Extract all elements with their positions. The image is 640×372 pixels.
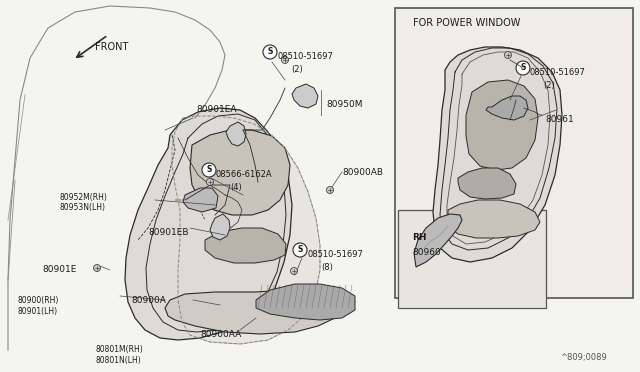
Text: (4): (4) bbox=[230, 183, 242, 192]
Text: 80900(RH): 80900(RH) bbox=[18, 296, 60, 305]
Text: 80900AA: 80900AA bbox=[200, 330, 241, 339]
Circle shape bbox=[202, 163, 216, 177]
Bar bbox=[398, 210, 546, 308]
Text: FOR POWER WINDOW: FOR POWER WINDOW bbox=[413, 18, 520, 28]
Text: S: S bbox=[298, 246, 303, 254]
Text: (2): (2) bbox=[543, 81, 555, 90]
Polygon shape bbox=[256, 284, 355, 320]
Text: 80901EA: 80901EA bbox=[196, 105, 237, 114]
Text: (2): (2) bbox=[291, 65, 303, 74]
Text: 80900A: 80900A bbox=[131, 296, 166, 305]
Text: RH: RH bbox=[412, 233, 426, 242]
Text: 80801N(LH): 80801N(LH) bbox=[95, 356, 141, 365]
Text: 80900AB: 80900AB bbox=[342, 168, 383, 177]
Text: 80901(LH): 80901(LH) bbox=[18, 307, 58, 316]
Polygon shape bbox=[226, 122, 246, 146]
Circle shape bbox=[93, 264, 100, 272]
Polygon shape bbox=[458, 168, 516, 199]
Circle shape bbox=[207, 179, 214, 186]
Circle shape bbox=[263, 45, 277, 59]
Text: 80801M(RH): 80801M(RH) bbox=[95, 345, 143, 354]
Polygon shape bbox=[466, 80, 538, 170]
Polygon shape bbox=[448, 200, 540, 238]
Circle shape bbox=[291, 267, 298, 275]
Text: 80953N(LH): 80953N(LH) bbox=[60, 203, 106, 212]
Circle shape bbox=[516, 61, 530, 75]
Polygon shape bbox=[183, 188, 218, 212]
Polygon shape bbox=[125, 108, 292, 340]
Text: 80952M(RH): 80952M(RH) bbox=[60, 193, 108, 202]
Text: 80960: 80960 bbox=[412, 248, 441, 257]
Bar bbox=[395, 8, 633, 298]
Polygon shape bbox=[190, 130, 290, 215]
Text: 80901E: 80901E bbox=[42, 265, 76, 274]
Text: S: S bbox=[206, 166, 212, 174]
Text: 80961: 80961 bbox=[545, 115, 573, 124]
Text: 08510-51697: 08510-51697 bbox=[308, 250, 364, 259]
Text: (8): (8) bbox=[321, 263, 333, 272]
Polygon shape bbox=[165, 288, 355, 334]
Circle shape bbox=[282, 57, 289, 64]
Text: ^809;0089: ^809;0089 bbox=[560, 353, 607, 362]
Text: 80950M: 80950M bbox=[326, 100, 362, 109]
Text: S: S bbox=[520, 64, 525, 73]
Polygon shape bbox=[486, 96, 528, 120]
Polygon shape bbox=[205, 228, 286, 263]
Polygon shape bbox=[172, 116, 320, 344]
Polygon shape bbox=[414, 214, 462, 267]
Polygon shape bbox=[433, 47, 562, 262]
Circle shape bbox=[293, 243, 307, 257]
Text: 08566-6162A: 08566-6162A bbox=[215, 170, 271, 179]
Text: 08510-51697: 08510-51697 bbox=[278, 52, 334, 61]
Text: FRONT: FRONT bbox=[95, 42, 129, 52]
Text: 80901EB: 80901EB bbox=[148, 228, 189, 237]
Circle shape bbox=[504, 51, 511, 58]
Polygon shape bbox=[210, 214, 230, 240]
Text: 08510-51697: 08510-51697 bbox=[530, 68, 586, 77]
Polygon shape bbox=[292, 84, 318, 108]
Circle shape bbox=[326, 186, 333, 193]
Text: S: S bbox=[268, 48, 273, 57]
